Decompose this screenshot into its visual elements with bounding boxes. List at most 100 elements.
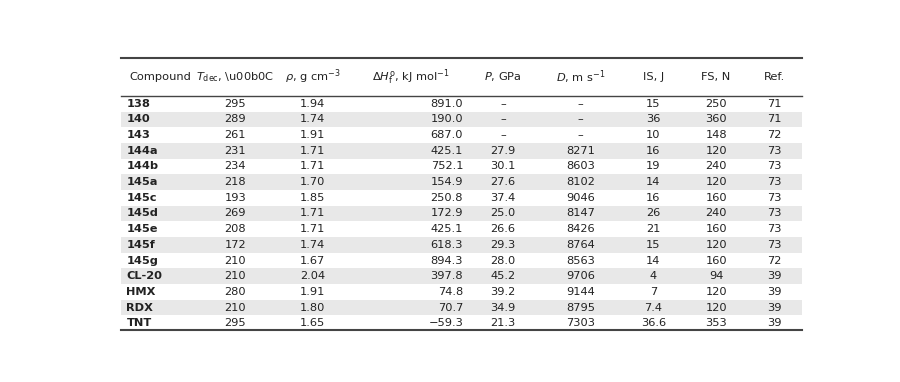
Text: 160: 160	[706, 224, 727, 234]
Text: 73: 73	[768, 209, 782, 219]
Bar	[121, 237, 802, 253]
Text: 8426: 8426	[566, 224, 595, 234]
Text: 1.74: 1.74	[300, 240, 325, 250]
Text: 172.9: 172.9	[431, 209, 464, 219]
Text: 145a: 145a	[126, 177, 158, 187]
Text: 72: 72	[768, 130, 782, 140]
Text: Compound: Compound	[130, 72, 191, 82]
Text: 2.04: 2.04	[300, 271, 325, 281]
Text: 27.9: 27.9	[491, 146, 516, 156]
Text: 240: 240	[706, 162, 727, 172]
Text: 120: 120	[706, 177, 727, 187]
Text: 353: 353	[706, 318, 727, 328]
Text: 360: 360	[706, 114, 727, 125]
Text: 15: 15	[646, 99, 661, 109]
Text: 1.70: 1.70	[300, 177, 325, 187]
Text: 39.2: 39.2	[491, 287, 516, 297]
Text: 10: 10	[646, 130, 661, 140]
Text: 73: 73	[768, 146, 782, 156]
Text: 9046: 9046	[566, 193, 595, 203]
Text: –: –	[578, 114, 583, 125]
Text: 231: 231	[224, 146, 246, 156]
Text: 71: 71	[768, 114, 782, 125]
Text: 1.71: 1.71	[300, 209, 325, 219]
Text: 16: 16	[646, 193, 661, 203]
Text: 1.71: 1.71	[300, 162, 325, 172]
Text: Ref.: Ref.	[764, 72, 785, 82]
Text: 26.6: 26.6	[491, 224, 516, 234]
Text: $P$, GPa: $P$, GPa	[484, 70, 522, 83]
Text: 891.0: 891.0	[430, 99, 464, 109]
Text: 1.71: 1.71	[300, 146, 325, 156]
Text: 1.71: 1.71	[300, 224, 325, 234]
Text: 154.9: 154.9	[431, 177, 464, 187]
Text: 36.6: 36.6	[641, 318, 666, 328]
Text: 8147: 8147	[566, 209, 595, 219]
Text: 71: 71	[768, 99, 782, 109]
Bar	[121, 300, 802, 316]
Text: 752.1: 752.1	[431, 162, 464, 172]
Text: 1.80: 1.80	[300, 303, 325, 312]
Text: 120: 120	[706, 240, 727, 250]
Text: 9144: 9144	[566, 287, 595, 297]
Text: 37.4: 37.4	[491, 193, 516, 203]
Text: 1.74: 1.74	[300, 114, 325, 125]
Text: 9706: 9706	[566, 271, 595, 281]
Text: –: –	[578, 99, 583, 109]
Text: 143: 143	[126, 130, 150, 140]
Text: 148: 148	[706, 130, 727, 140]
Text: TNT: TNT	[126, 318, 152, 328]
Text: 8764: 8764	[566, 240, 595, 250]
Text: 73: 73	[768, 240, 782, 250]
Text: IS, J: IS, J	[643, 72, 664, 82]
Text: 1.91: 1.91	[300, 287, 325, 297]
Text: 94: 94	[709, 271, 724, 281]
Text: 26: 26	[646, 209, 661, 219]
Text: 145c: 145c	[126, 193, 157, 203]
Text: RDX: RDX	[126, 303, 153, 312]
Text: 39: 39	[768, 287, 782, 297]
Text: 7303: 7303	[566, 318, 595, 328]
Text: 234: 234	[224, 162, 246, 172]
Text: 1.85: 1.85	[300, 193, 325, 203]
Text: 39: 39	[768, 271, 782, 281]
Text: 145f: 145f	[126, 240, 155, 250]
Text: 208: 208	[224, 224, 246, 234]
Text: 261: 261	[224, 130, 246, 140]
Text: 73: 73	[768, 162, 782, 172]
Text: 36: 36	[646, 114, 661, 125]
Bar	[121, 112, 802, 127]
Text: −59.3: −59.3	[428, 318, 464, 328]
Text: 4: 4	[650, 271, 657, 281]
Text: HMX: HMX	[126, 287, 156, 297]
Text: 8271: 8271	[566, 146, 595, 156]
Text: 193: 193	[224, 193, 246, 203]
Text: 240: 240	[706, 209, 727, 219]
Text: 145g: 145g	[126, 256, 158, 265]
Text: 425.1: 425.1	[431, 224, 464, 234]
Text: 289: 289	[224, 114, 246, 125]
Text: 190.0: 190.0	[430, 114, 464, 125]
Text: 280: 280	[224, 287, 246, 297]
Text: 72: 72	[768, 256, 782, 265]
Bar	[121, 143, 802, 159]
Text: 894.3: 894.3	[431, 256, 464, 265]
Text: 8102: 8102	[566, 177, 595, 187]
Text: 8563: 8563	[566, 256, 595, 265]
Text: 30.1: 30.1	[491, 162, 516, 172]
Text: 1.65: 1.65	[300, 318, 325, 328]
Text: 39: 39	[768, 318, 782, 328]
Text: 250.8: 250.8	[431, 193, 464, 203]
Text: $\Delta H_{\rm f}^{\rm o}$, kJ mol$^{-1}$: $\Delta H_{\rm f}^{\rm o}$, kJ mol$^{-1}…	[372, 67, 449, 87]
Text: 21.3: 21.3	[491, 318, 516, 328]
Text: –: –	[500, 99, 506, 109]
Text: 120: 120	[706, 287, 727, 297]
Text: 425.1: 425.1	[431, 146, 464, 156]
Text: 218: 218	[224, 177, 246, 187]
Text: 172: 172	[224, 240, 246, 250]
Text: 295: 295	[224, 99, 246, 109]
Text: 138: 138	[126, 99, 150, 109]
Text: 73: 73	[768, 193, 782, 203]
Text: –: –	[500, 130, 506, 140]
Text: 28.0: 28.0	[491, 256, 516, 265]
